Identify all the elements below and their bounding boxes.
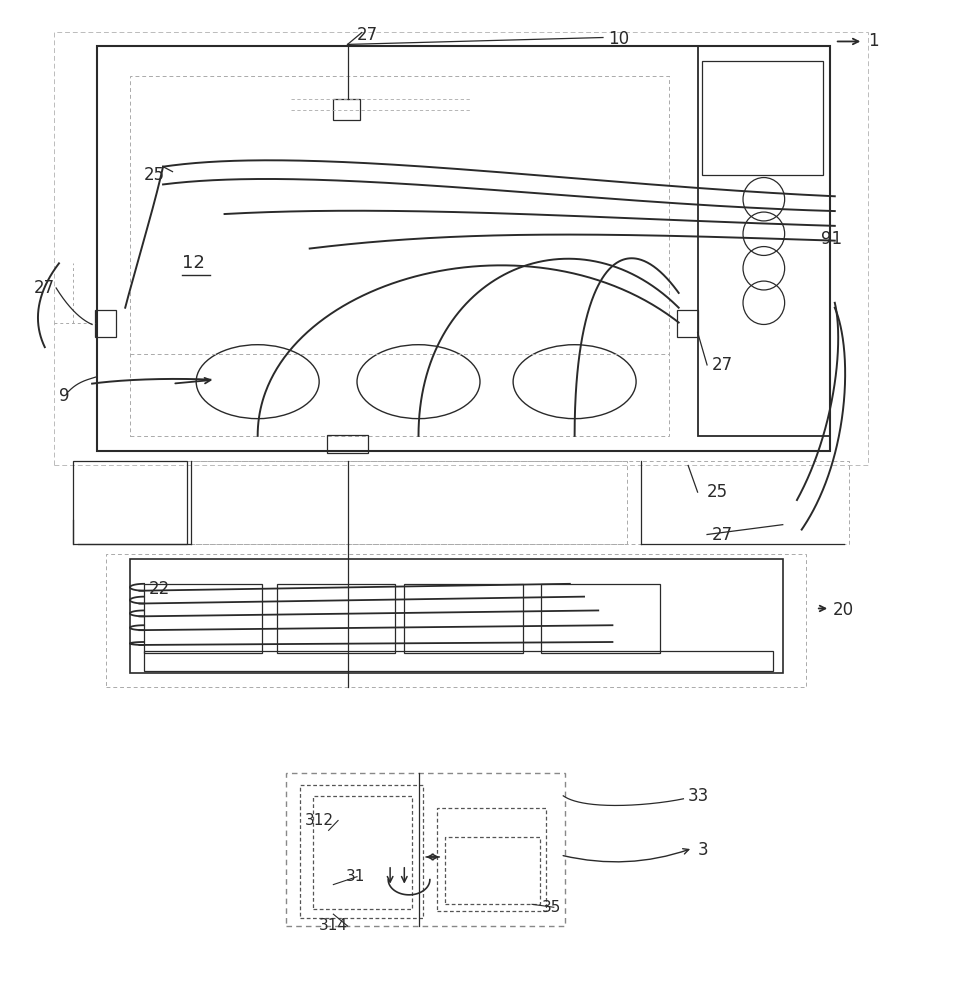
Bar [333, 99, 360, 120]
Bar [144, 651, 774, 671]
Bar [130, 76, 669, 436]
Bar [276, 584, 395, 653]
Bar [438, 808, 546, 911]
Text: 1: 1 [868, 32, 878, 50]
Bar [130, 559, 782, 673]
Bar [703, 61, 824, 175]
Text: 27: 27 [711, 356, 732, 374]
Bar [541, 584, 660, 653]
Bar [95, 310, 116, 337]
Text: 3: 3 [698, 841, 708, 859]
Text: 10: 10 [608, 30, 629, 48]
Text: 314: 314 [319, 918, 348, 934]
Text: 33: 33 [688, 787, 709, 805]
Text: 27: 27 [711, 526, 732, 544]
Bar [73, 461, 186, 544]
Text: 25: 25 [708, 483, 729, 501]
Text: 31: 31 [346, 869, 365, 884]
Bar [73, 461, 849, 544]
Text: 12: 12 [182, 254, 204, 272]
Text: 27: 27 [34, 279, 55, 297]
Bar [326, 435, 369, 453]
Text: 35: 35 [541, 900, 561, 915]
Bar [300, 785, 423, 918]
Bar [445, 837, 540, 904]
Text: 22: 22 [149, 580, 170, 598]
Bar [191, 461, 627, 544]
Bar [404, 584, 522, 653]
Bar [144, 584, 262, 653]
Text: 9: 9 [59, 387, 69, 405]
Text: 27: 27 [357, 26, 378, 44]
Bar [97, 46, 830, 451]
Bar [313, 796, 412, 909]
Bar [107, 554, 806, 687]
Bar [677, 310, 698, 337]
Text: 20: 20 [833, 601, 854, 619]
Text: 25: 25 [144, 166, 165, 184]
Text: 312: 312 [305, 813, 334, 828]
Bar [698, 46, 830, 436]
Bar [286, 773, 565, 926]
Bar [55, 32, 868, 465]
Text: 91: 91 [821, 230, 842, 248]
